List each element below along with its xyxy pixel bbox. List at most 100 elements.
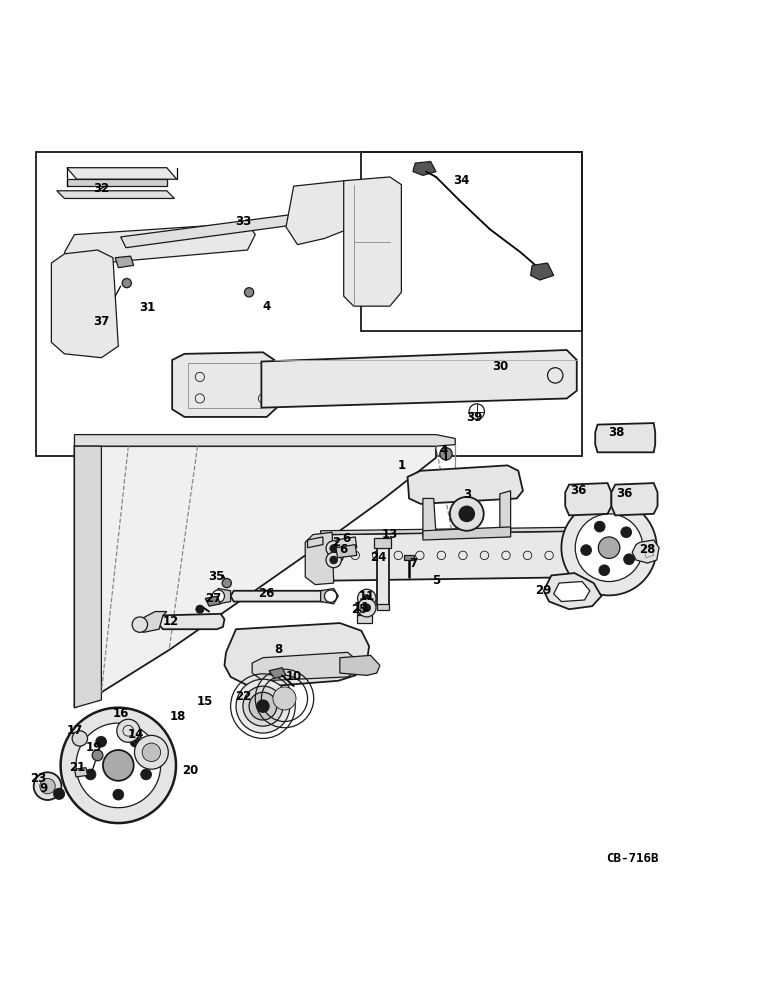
Text: 14: 14 [128,728,144,741]
Circle shape [142,743,161,762]
Text: 22: 22 [235,690,252,703]
Circle shape [103,750,134,781]
Polygon shape [413,162,436,175]
Text: 4: 4 [439,444,448,457]
Text: 18: 18 [170,710,187,723]
Circle shape [357,589,376,608]
Polygon shape [336,545,357,558]
Circle shape [326,541,341,556]
Circle shape [92,750,103,761]
Circle shape [96,736,107,747]
Circle shape [134,735,168,769]
Circle shape [326,552,341,568]
Polygon shape [231,591,326,602]
Polygon shape [423,527,510,540]
Polygon shape [120,209,336,248]
Polygon shape [423,498,436,537]
Polygon shape [286,181,354,245]
Polygon shape [74,435,455,446]
Circle shape [196,605,204,613]
Text: 11: 11 [359,590,375,603]
Polygon shape [632,540,659,563]
Text: 13: 13 [381,528,398,541]
Text: 35: 35 [208,570,225,583]
Polygon shape [66,168,177,179]
Bar [357,606,372,614]
Circle shape [459,506,475,522]
Circle shape [54,788,65,799]
Polygon shape [136,612,167,632]
Polygon shape [543,573,601,609]
Polygon shape [530,263,554,280]
Polygon shape [57,191,174,198]
Circle shape [85,769,96,780]
Polygon shape [305,532,334,585]
Text: 8: 8 [274,643,283,656]
Circle shape [598,537,620,558]
Text: 26: 26 [259,587,275,600]
Text: 33: 33 [235,215,252,228]
Circle shape [249,692,277,720]
Polygon shape [225,623,369,686]
Polygon shape [340,655,380,675]
Polygon shape [554,582,590,602]
Circle shape [245,288,254,297]
Polygon shape [115,256,134,268]
Text: 17: 17 [66,724,83,737]
Text: 10: 10 [286,670,302,683]
Circle shape [575,514,643,582]
Polygon shape [320,527,609,538]
Polygon shape [66,179,167,186]
Circle shape [113,789,124,800]
Text: 20: 20 [181,764,198,777]
Text: 23: 23 [30,772,46,785]
Text: 9: 9 [39,782,48,795]
Text: CB-716B: CB-716B [606,852,659,865]
Polygon shape [159,614,225,629]
Text: 36: 36 [570,484,587,497]
Circle shape [76,723,161,808]
Text: 34: 34 [453,174,469,187]
Text: 31: 31 [140,301,156,314]
Text: 3: 3 [462,488,471,501]
Circle shape [324,590,337,602]
Text: 32: 32 [93,182,110,195]
Circle shape [257,700,269,712]
Circle shape [357,598,376,617]
Text: 19: 19 [86,741,102,754]
Circle shape [122,278,131,288]
Circle shape [363,595,371,602]
Circle shape [330,556,337,564]
Text: 12: 12 [162,615,179,628]
Polygon shape [74,446,436,708]
Text: 21: 21 [69,761,85,774]
Text: 37: 37 [93,315,110,328]
Text: 28: 28 [639,543,655,556]
Polygon shape [252,652,357,681]
Text: 29: 29 [536,584,552,597]
Text: 24: 24 [370,551,387,564]
Polygon shape [262,350,577,408]
Polygon shape [336,537,357,550]
Bar [357,615,372,623]
Circle shape [561,500,657,595]
Circle shape [621,527,631,538]
Circle shape [624,554,635,565]
Text: 25: 25 [351,603,367,616]
Text: 15: 15 [197,695,213,708]
Polygon shape [611,483,658,515]
Polygon shape [408,465,523,504]
Polygon shape [74,768,87,777]
Text: 4: 4 [262,300,271,313]
Polygon shape [313,531,609,581]
Polygon shape [52,250,118,358]
Polygon shape [214,588,231,604]
Text: 27: 27 [205,592,221,605]
Circle shape [117,719,140,742]
Polygon shape [344,177,401,306]
Circle shape [40,778,56,794]
Polygon shape [269,668,286,678]
Text: 36: 36 [616,487,632,500]
Circle shape [599,565,610,576]
Bar [361,152,582,331]
